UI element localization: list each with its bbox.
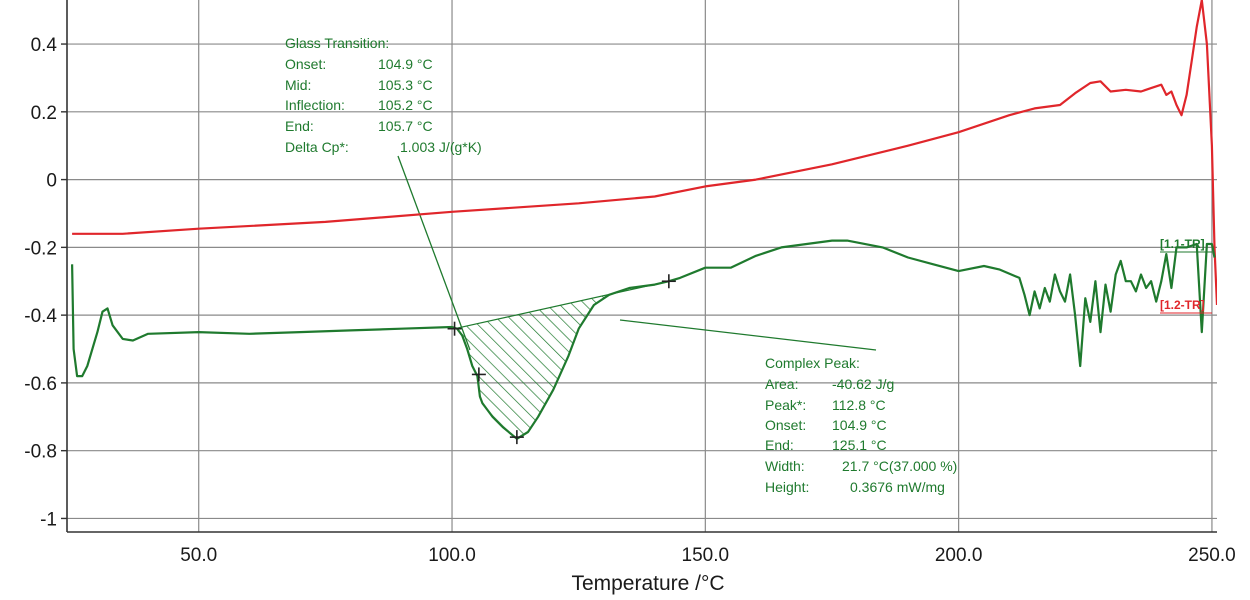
- x-tick-label-4: 250.0: [1188, 545, 1236, 566]
- series-line-0: [72, 0, 1217, 306]
- y-tick-label-5: -0.6: [24, 374, 57, 395]
- svg-text:[1.2-TR]: [1.2-TR]: [1160, 298, 1205, 312]
- annotation-leader-lines: [397, 155, 877, 351]
- cp-peak-value: 112.8 °C: [832, 397, 886, 413]
- cross-marker-0: [447, 321, 462, 336]
- series-lines: [71, 0, 1217, 440]
- y-tick-label-1: 0.2: [31, 103, 57, 124]
- gt-delta-cp-value: 1.003 J/(g*K): [400, 139, 482, 155]
- cp-width-value: 21.7 °C(37.000 %): [842, 458, 957, 474]
- grid: [67, 0, 1217, 532]
- gt-inflection-value: 105.2 °C: [378, 97, 433, 113]
- y-tick-label-6: -0.8: [24, 442, 57, 463]
- y-tick-label-7: -1: [40, 509, 57, 530]
- glass-transition-title: Glass Transition:: [285, 35, 389, 51]
- gt-delta-cp-label: Delta Cp*:: [285, 139, 349, 155]
- gt-onset-label: Onset:: [285, 56, 326, 72]
- glass-transition-leader-line: [397, 155, 471, 351]
- tick-labels: 50.0 100.0 150.0 200.0 250.0 0.4 0.2 0 -0.2 -0.4 -…: [24, 35, 1235, 566]
- cp-height-label: Height:: [765, 479, 809, 495]
- x-tick-label-2: 150.0: [682, 545, 730, 566]
- cp-area-label: Area:: [765, 376, 798, 392]
- complex-peak-title: Complex Peak:: [765, 355, 860, 371]
- x-tick-label-3: 200.0: [935, 545, 983, 566]
- gt-inflection-label: Inflection:: [285, 97, 345, 113]
- y-tick-label-3: -0.2: [24, 238, 57, 259]
- complex-peak-annotation: Complex Peak: Area: -40.62 J/g Peak*: 11…: [765, 355, 957, 495]
- y-tick-label-4: -0.4: [24, 306, 57, 327]
- cp-onset-value: 104.9 °C: [832, 417, 887, 433]
- cross-marker-1: [471, 367, 486, 382]
- cp-width-label: Width:: [765, 458, 805, 474]
- cp-area-value: -40.62 J/g: [832, 376, 894, 392]
- cross-marker-2: [509, 430, 524, 445]
- gt-mid-label: Mid:: [285, 77, 311, 93]
- gt-onset-value: 104.9 °C: [378, 56, 433, 72]
- series-tag-green: [1.1-TR]: [1160, 237, 1212, 253]
- y-tick-label-0: 0.4: [31, 35, 58, 56]
- gt-end-label: End:: [285, 118, 314, 134]
- x-tick-label-0: 50.0: [180, 545, 217, 566]
- cp-height-value: 0.3676 mW/mg: [850, 479, 945, 495]
- x-axis-title: Temperature /°C: [571, 572, 724, 595]
- gt-mid-value: 105.3 °C: [378, 77, 433, 93]
- markers: [447, 274, 676, 445]
- y-tick-label-2: 0: [46, 171, 57, 192]
- complex-peak-leader-line: [619, 319, 877, 351]
- glass-transition-annotation: Glass Transition: Onset: 104.9 °C Mid: 1…: [285, 35, 482, 155]
- x-tick-label-1: 100.0: [428, 545, 476, 566]
- cp-end-label: End:: [765, 437, 794, 453]
- cp-onset-label: Onset:: [765, 417, 806, 433]
- svg-text:[1.1-TR]: [1.1-TR]: [1160, 237, 1205, 251]
- cross-marker-3: [661, 274, 676, 289]
- axes: [61, 0, 1217, 533]
- peak-hatched-area: [454, 280, 670, 440]
- series-tag-red: [1.2-TR]: [1160, 298, 1212, 314]
- cp-end-value: 125.1 °C: [832, 437, 887, 453]
- cp-peak-label: Peak*:: [765, 397, 806, 413]
- series-line-1: [71, 239, 1216, 440]
- gt-end-value: 105.7 °C: [378, 118, 433, 134]
